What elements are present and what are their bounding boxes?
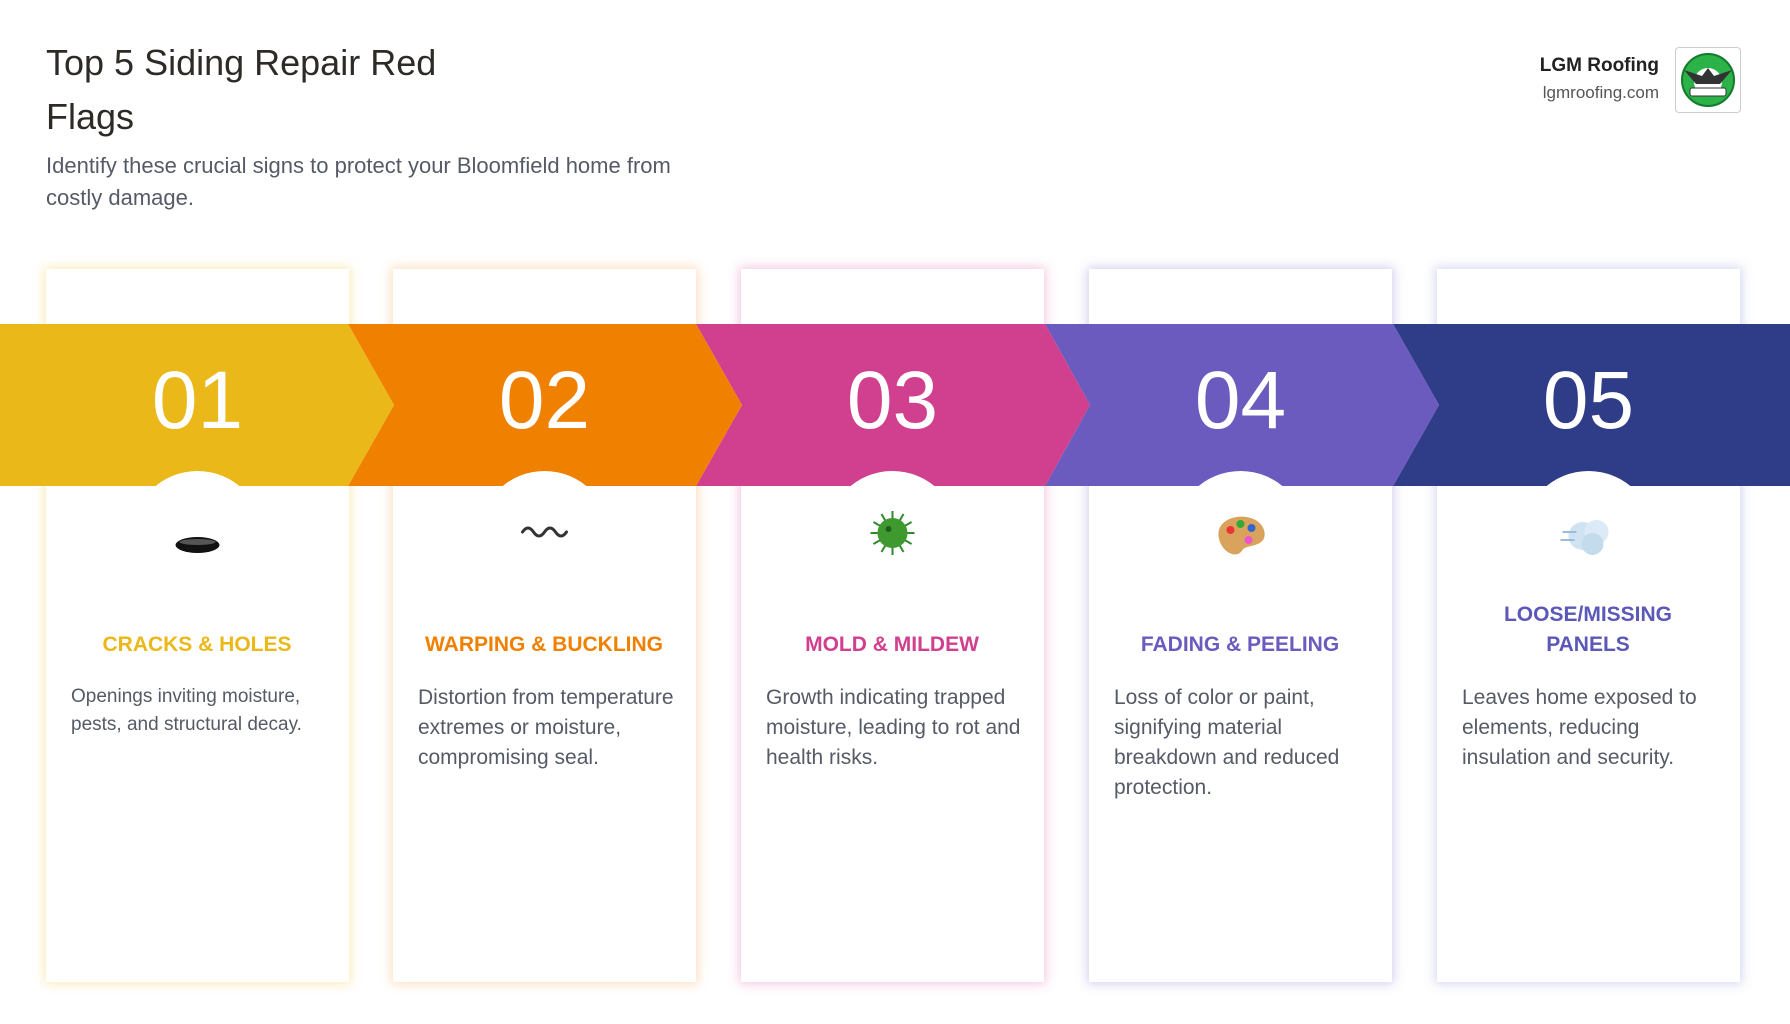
step-number: 01 [151, 355, 244, 446]
title: Top 5 Siding Repair Red Flags [46, 42, 437, 137]
step-description: Openings inviting moisture, pests, and s… [71, 686, 302, 735]
step-number: 05 [1542, 355, 1635, 446]
brand-url: lgmroofing.com [1542, 83, 1659, 102]
step-number: 02 [498, 355, 591, 446]
step-number: 04 [1194, 355, 1287, 446]
step-description: Growth indicating trapped moisture, lead… [766, 686, 1021, 769]
step-title: WARPING & BUCKLING [425, 633, 663, 656]
step-description: Distortion from temperature extremes or … [418, 686, 674, 769]
step-description: Loss of color or paint, signifying mater… [1114, 686, 1340, 799]
step-title: LOOSE/MISSING PANELS [1503, 603, 1673, 656]
logo [1675, 47, 1741, 113]
step-description: Leaves home exposed to elements, reducin… [1462, 686, 1697, 769]
subtitle: Identify these crucial signs to protect … [46, 153, 671, 210]
brand-name: LGM Roofing [1539, 55, 1659, 76]
step-number: 03 [846, 355, 939, 446]
step-title: MOLD & MILDEW [805, 633, 979, 656]
step-title: FADING & PEELING [1140, 633, 1340, 656]
logo-art [1681, 53, 1735, 107]
step-title: CRACKS & HOLES [102, 633, 292, 656]
